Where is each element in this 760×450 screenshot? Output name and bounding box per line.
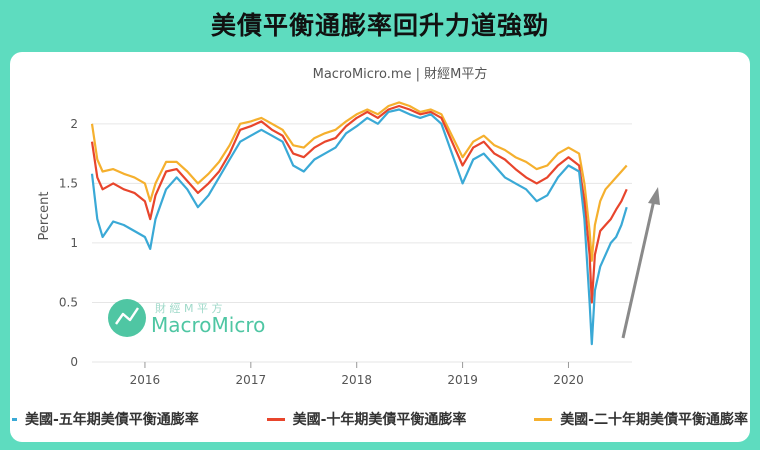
legend-item-five-year[interactable]: 美國-五年期美債平衡通膨率	[12, 409, 199, 429]
x-tick-label: 2018	[341, 373, 372, 387]
page-banner-title: 美債平衡通膨率回升力道強勁	[210, 11, 549, 40]
x-tick-label: 2020	[553, 373, 584, 387]
legend-swatch-ten-year	[266, 417, 285, 421]
trend-arrow-head	[648, 187, 660, 205]
logo-chart-glyph	[115, 307, 139, 325]
y-tick-label: 0	[70, 355, 78, 369]
legend-swatch-twenty-year	[534, 417, 553, 421]
y-tick-label: 2	[70, 117, 78, 131]
y-tick-labels: 0 0.5 1 1.5 2	[59, 117, 78, 369]
trend-arrow	[621, 187, 660, 339]
x-tick-label: 2019	[447, 373, 478, 387]
chart-legend: 美國-五年期美債平衡通膨率 美國-十年期美債平衡通膨率 美國-二十年期美債平衡通…	[12, 404, 748, 434]
watermark-chinese: 財 經 M 平 方	[155, 301, 222, 315]
y-tick-label: 1	[70, 236, 78, 250]
series-line-five-year	[90, 108, 628, 346]
trend-arrow-shaft	[621, 199, 656, 339]
series-line-twenty-year	[90, 101, 628, 262]
y-axis-label: Percent	[37, 192, 52, 241]
x-tick-label: 2016	[130, 373, 161, 387]
y-tick-label: 1.5	[59, 176, 78, 190]
chart-source-label: MacroMicro.me | 財經M平方	[313, 66, 488, 82]
x-tick-labels: 2016 2017 2018 2019 2020	[130, 362, 584, 387]
series-lines	[90, 101, 628, 346]
watermark-logo: 財 經 M 平 方 MacroMicro	[108, 299, 265, 337]
legend-item-twenty-year[interactable]: 美國-二十年期美債平衡通膨率	[534, 409, 748, 429]
x-tick-label: 2017	[236, 373, 267, 387]
series-line-ten-year	[90, 104, 628, 304]
watermark-brand: MacroMicro	[151, 313, 265, 337]
legend-item-ten-year[interactable]: 美國-十年期美債平衡通膨率	[266, 409, 467, 429]
legend-label-five-year: 美國-五年期美債平衡通膨率	[25, 412, 199, 428]
legend-label-twenty-year: 美國-二十年期美債平衡通膨率	[560, 412, 748, 428]
legend-swatch-five-year	[12, 417, 17, 421]
legend-label-ten-year: 美國-十年期美債平衡通膨率	[292, 412, 467, 428]
y-tick-label: 0.5	[59, 295, 78, 309]
